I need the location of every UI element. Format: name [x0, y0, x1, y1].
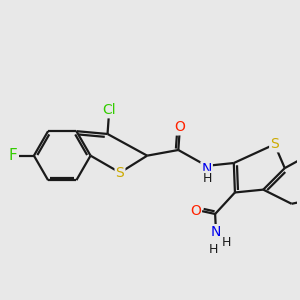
Text: O: O [174, 120, 185, 134]
Text: H: H [203, 172, 212, 185]
Text: F: F [8, 148, 17, 163]
Text: N: N [201, 162, 212, 176]
Text: H: H [222, 236, 231, 249]
Text: N: N [211, 225, 221, 239]
Text: S: S [116, 166, 124, 180]
Text: S: S [270, 137, 279, 151]
Text: Cl: Cl [102, 103, 116, 117]
Text: H: H [209, 243, 218, 256]
Text: O: O [190, 204, 201, 218]
